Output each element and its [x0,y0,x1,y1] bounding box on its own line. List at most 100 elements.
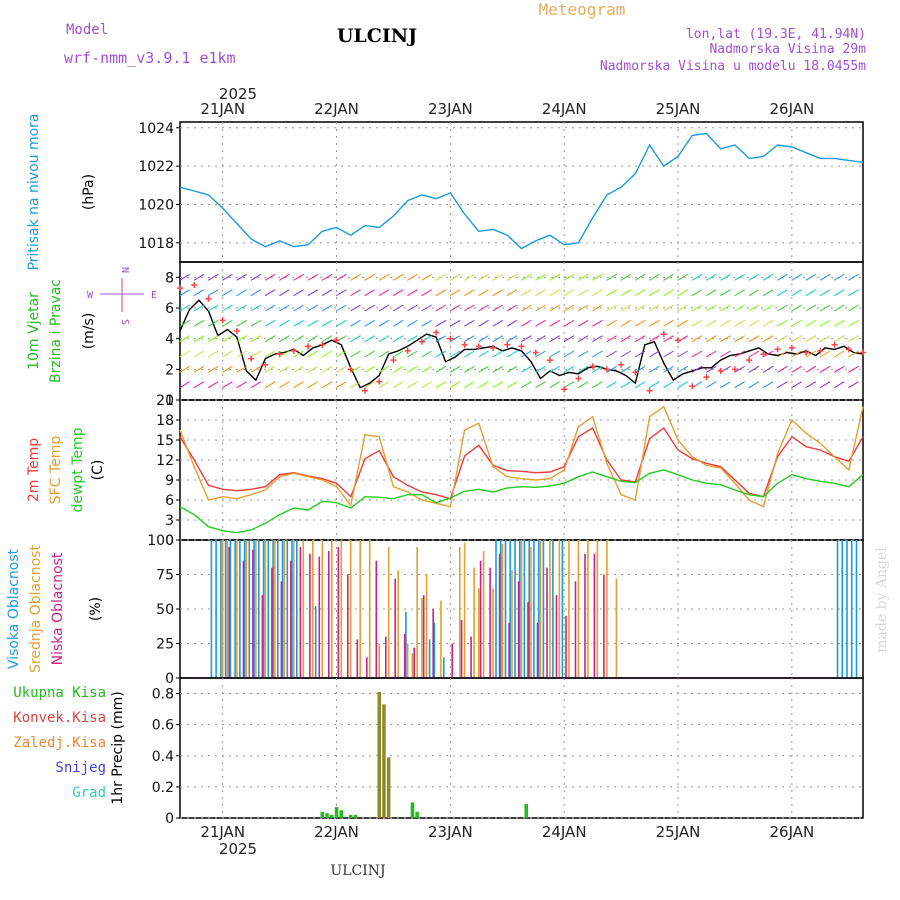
precip-ytick-label: 0.8 [152,687,174,703]
wind-arrow [421,319,432,327]
wind-arrow [250,273,262,281]
wind-arrow [520,289,532,297]
clouds-side-label: Srednja Oblacnost [28,545,44,673]
wind-arrow [421,335,432,343]
clouds-bar-visoka-oblacnost [542,540,545,678]
clouds-bar-niska-oblacnost [432,609,434,678]
wind-arrow [236,381,247,389]
wind-arrow [478,304,489,312]
clouds-bar-srednja-oblacnost [568,540,570,678]
wind-arrow [293,319,304,327]
wind-arrow [805,350,817,358]
wind-arrow [250,304,262,312]
wind-arrow [350,289,361,297]
wind-arrow [720,381,731,389]
gust-point [632,369,639,376]
panel-precip: 0 0.2 0.4 0.6 0.8 1hr Precip (mm)Ukupna Kisa K… [13,677,864,827]
clouds-bar-srednja-oblacnost [226,540,229,678]
wind-arrow [606,304,617,312]
wind-arrow [506,289,518,297]
wind-arrow [435,304,447,312]
wind-arrow [307,381,319,389]
wind-arrow [222,319,233,327]
clouds-bar-srednja-oblacnost [397,570,399,678]
clouds-bar-visoka-oblacnost [504,540,507,678]
wind-arrow [734,350,745,358]
wind-arrow [407,273,418,281]
gust-point [205,295,212,302]
wind-arrow [620,304,632,312]
clouds-bar-niska-oblacnost [280,581,283,678]
wind-arrow [307,335,319,343]
clouds-bar-niska-oblacnost [422,595,425,678]
clouds-bar-niska-oblacnost [489,567,491,678]
wind-arrow [264,381,276,389]
wind-ytick-label: 2 [165,362,174,378]
lonlat-label: lon,lat (19.3E, 41.94N) [686,27,866,42]
wind-arrow [435,350,447,358]
wind-arrow [791,304,802,312]
clouds-bar-srednja-oblacnost [501,544,504,678]
gust-point [717,367,724,374]
wind-arrow [392,273,404,281]
wind-arrow [677,365,689,373]
wind-arrow [207,289,219,297]
wind-arrow [606,335,617,343]
wind-arrow [407,381,418,389]
wind-arrow [592,381,603,389]
wind-arrow [492,289,504,297]
wind-arrow [677,273,689,281]
wind-arrow [834,335,845,343]
model-label: Model [66,22,108,38]
gust-point [646,387,653,394]
clouds-bar-visoka-oblacnost [215,540,217,678]
wind-arrow [748,304,760,312]
precip-bar-mixed [382,704,386,818]
wind-arrow [506,381,518,389]
wind-arrow [762,273,774,281]
wind-arrow [478,319,489,327]
clouds-bar-niska-oblacnost [593,553,596,678]
clouds-bar-visoka-oblacnost [850,540,853,678]
wind-arrow [592,273,603,281]
wind-arrow [606,350,617,358]
clouds-bar-visoka-oblacnost [281,540,284,678]
wind-arrow [236,335,247,343]
gust-point [660,331,667,338]
clouds-bar-niska-oblacnost [252,549,254,678]
temperature-ytick-label: 21 [156,393,174,409]
wind-arrow [520,273,532,281]
wind-arrow [634,335,646,343]
station-title: ULCINJ [337,25,417,47]
wind-ytick-label: 8 [165,270,174,286]
compass-label: W [87,290,94,301]
wind-arrow [364,350,375,358]
model-name: wrf-nmm_v3.9.1 e1km [64,49,236,67]
wind-arrow [492,304,504,312]
wind-arrow [634,289,646,297]
clouds-bar-srednja-oblacnost [359,540,361,678]
wind-arrow [563,365,575,373]
wind-arrow [364,304,375,312]
wind-arrow [449,304,461,312]
clouds-bar-niska-oblacnost [228,546,230,678]
wind-arrow [563,319,575,327]
wind-arrow [620,365,632,373]
wind-arrow [350,350,361,358]
precip-legend-label: Snijeg [55,760,106,776]
gust-point [589,363,596,370]
wind-arrow [407,365,418,373]
clouds-bar-visoka-oblacnost [855,540,858,678]
precip-bar-ukupna-kisa [330,814,334,818]
wind-arrow [378,273,390,281]
wind-arrow [762,365,774,373]
wind-arrow [449,335,461,343]
wind-arrow [264,273,276,281]
precip-legend-label: Zaledj.Kisa [13,735,106,751]
wind-arrow [435,335,447,343]
wind-arrow [464,365,475,373]
wind-arrow [449,350,461,358]
bottom-day-label: 26JAN [769,823,814,841]
wind-arrow [663,273,674,281]
wind-arrow [236,289,247,297]
